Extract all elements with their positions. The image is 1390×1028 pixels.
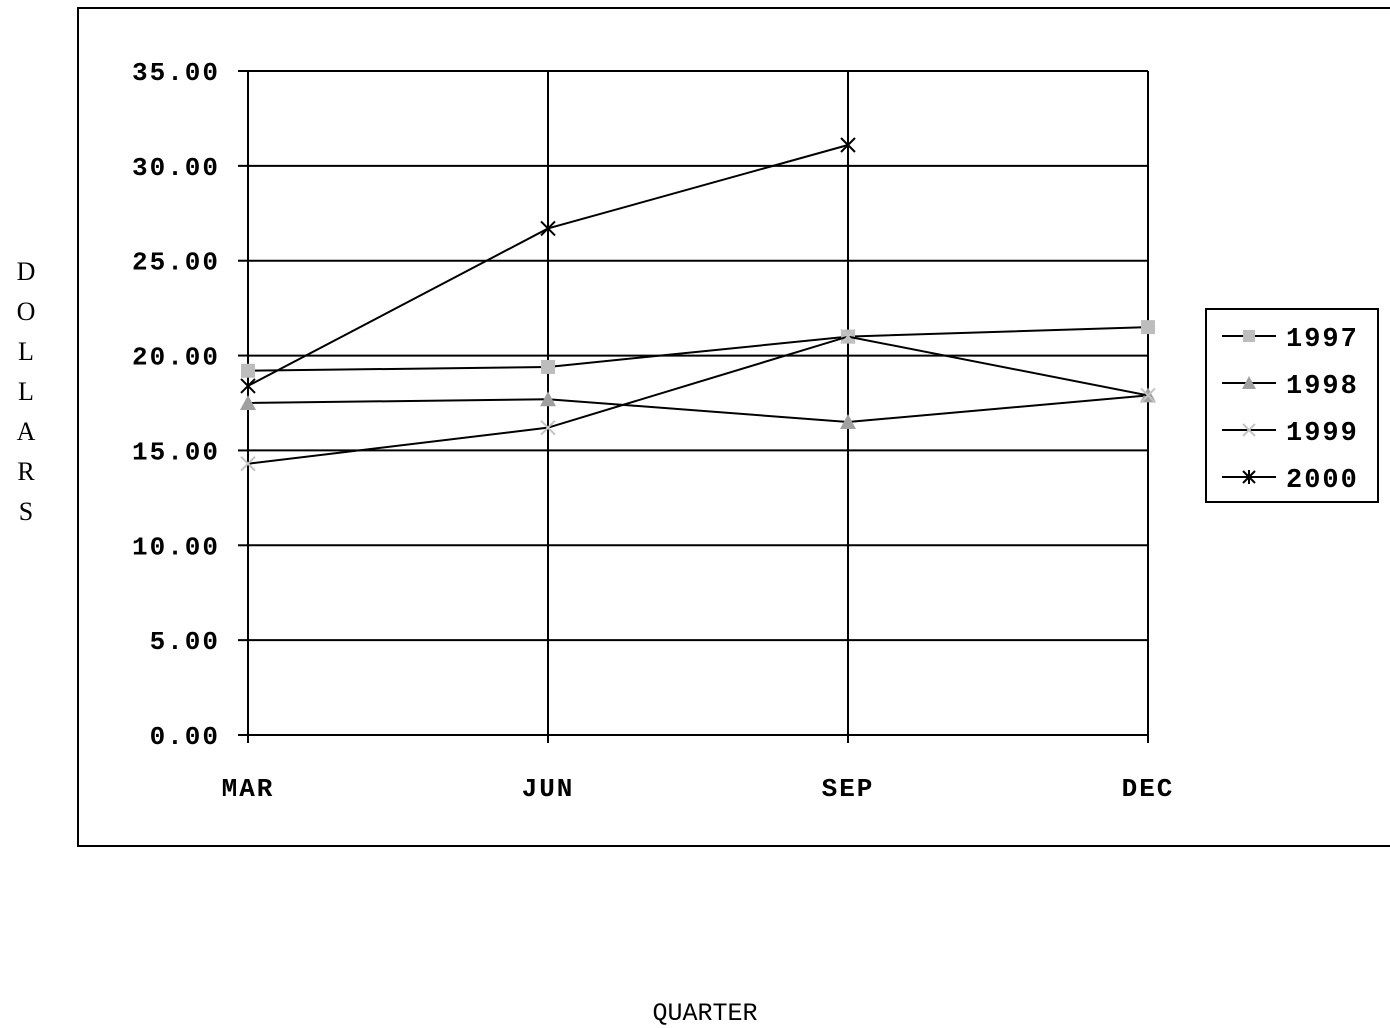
point-marker [540,419,556,436]
y-tick-label: 10.00 [132,532,220,562]
y-tick-label: 30.00 [132,153,220,183]
series-2000 [240,136,856,394]
point-marker [541,359,555,374]
point-marker [1140,387,1156,404]
legend-entry: 1999 [1222,419,1359,449]
point-marker [1243,330,1255,342]
legend-label: 1998 [1286,372,1359,402]
y-tick-label: 25.00 [132,248,220,278]
legend-box [1205,308,1379,503]
point-marker [540,220,556,237]
point-marker [840,328,856,345]
legend-label: 1999 [1286,419,1359,449]
x-tick-label: DEC [1122,774,1175,804]
y-tick-label: 35.00 [132,58,220,88]
y-tick-label: 15.00 [132,437,220,467]
series-line [247,394,1149,423]
legend-entry: 2000 [1222,466,1359,496]
series-lines [240,136,1156,472]
series-1999 [240,328,1156,472]
legend: 1997 1998 1999 2000 [1205,308,1379,503]
legend-entry: 1997 [1222,325,1359,355]
y-tick-label: 20.00 [132,343,220,373]
point-marker [1242,376,1256,389]
legend-entry: 1998 [1222,372,1359,402]
point-marker [240,456,256,472]
legend-label: 2000 [1286,466,1359,496]
x-tick-label: MAR [222,774,275,804]
x-axis-label: QUARTER [652,999,757,1028]
y-axis-ticks: 0.00 5.00 10.00 15.00 20.00 25.00 30.00 35.00 [132,58,248,752]
point-marker [240,377,256,394]
point-marker [1242,470,1256,484]
point-marker [1242,423,1256,437]
x-tick-label: SEP [822,774,875,804]
chart-frame [77,7,1390,847]
x-tick-label: JUN [522,774,575,804]
x-axis-ticks: MAR JUN SEP DEC [222,774,1175,804]
point-marker [840,136,856,153]
legend-label: 1997 [1286,325,1359,355]
y-tick-label: 5.00 [150,627,220,657]
point-marker [840,413,856,429]
y-tick-label: 0.00 [150,722,220,752]
series-line [247,326,1149,372]
point-marker [1141,320,1155,335]
series-line [247,335,1149,465]
point-marker [240,395,256,410]
point-marker [540,391,556,407]
gridlines [247,70,1149,743]
point-marker [241,363,255,378]
